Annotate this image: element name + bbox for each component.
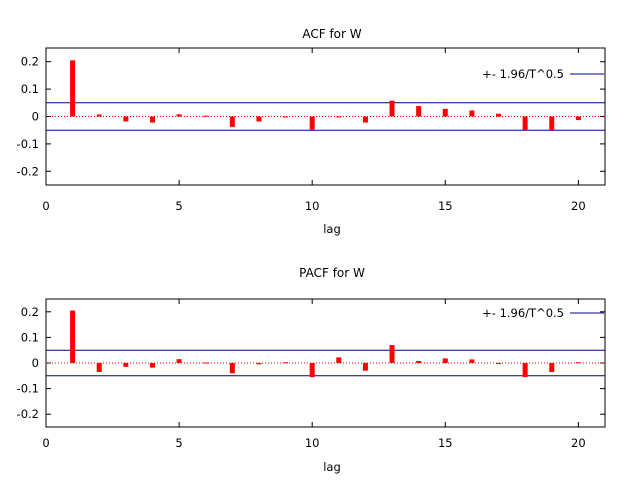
acf-legend-label: +- 1.96/T^0.5	[482, 67, 564, 81]
pacf-bar-lag-15	[442, 358, 448, 363]
pacf-bar-lag-4	[149, 363, 155, 368]
pacf-x-tick-label: 15	[438, 436, 453, 450]
pacf-bar-lag-20	[575, 362, 581, 364]
pacf-bar-lag-18	[522, 363, 528, 378]
acf-title: ACF for W	[302, 27, 361, 41]
pacf-bar-lag-5	[176, 359, 182, 363]
acf-bar-lag-20	[575, 116, 581, 121]
acf-bar-lag-15	[442, 108, 448, 117]
pacf-bar-lag-3	[123, 363, 129, 367]
pacf-y-tick-label: 0.2	[21, 305, 39, 319]
acf-bar-lag-19	[549, 116, 555, 131]
acf-bar-lag-10	[309, 116, 315, 130]
pacf-y-tick-label: 0	[32, 356, 39, 370]
acf-bar-lag-5	[176, 114, 182, 117]
pacf-bar-lag-17	[496, 363, 502, 364]
pacf-x-axis-label: lag	[323, 460, 341, 474]
pacf-bar-lag-10	[309, 363, 315, 378]
pacf-bar-lag-16	[469, 359, 475, 363]
pacf-bar-lag-12	[362, 363, 368, 371]
acf-bar-lag-14	[416, 106, 422, 117]
acf-axes: 0.2 0.1 0 -0.1 -0.2 0 5 10 15 20	[17, 48, 605, 213]
acf-y-tick-label: 0	[32, 110, 39, 124]
pacf-bar-lag-8	[256, 363, 262, 365]
pacf-title: PACF for W	[299, 266, 365, 280]
pacf-bar-lag-11	[336, 357, 342, 363]
pacf-panel: PACF for W 0.2 0.1 0 -0.1 -0.2 0 5 10 15 20 +- 1.…	[17, 266, 606, 474]
pacf-bar-lag-2	[96, 363, 102, 372]
pacf-y-tick-label: 0.1	[21, 330, 39, 344]
acf-x-tick-label: 15	[438, 199, 453, 213]
pacf-legend: +- 1.96/T^0.5	[482, 306, 604, 320]
acf-bar-lag-1	[70, 60, 76, 117]
pacf-y-tick-label: -0.2	[17, 407, 39, 421]
pacf-x-tick-label: 10	[305, 436, 320, 450]
acf-x-tick-label: 0	[42, 199, 49, 213]
acf-panel: ACF for W 0.2 0.1 0 -0.1 -0.2 0 5 10 15 20 +- 1.9…	[17, 27, 606, 236]
pacf-bar-lag-9	[283, 362, 289, 364]
acf-marks	[46, 60, 605, 131]
pacf-bar-lag-6	[203, 362, 209, 364]
acf-y-tick-label: -0.2	[17, 164, 39, 178]
pacf-x-tick-label: 0	[42, 436, 49, 450]
acf-bar-lag-7	[229, 116, 235, 127]
acf-y-tick-label: -0.1	[17, 137, 39, 151]
acf-bar-lag-16	[469, 110, 475, 117]
acf-bar-lag-8	[256, 116, 262, 122]
acf-x-tick-label: 10	[305, 199, 320, 213]
pacf-bar-lag-14	[416, 360, 422, 363]
acf-y-tick-label: 0.2	[21, 55, 39, 69]
pacf-bar-lag-7	[229, 363, 235, 374]
acf-bar-lag-9	[283, 116, 289, 118]
pacf-legend-label: +- 1.96/T^0.5	[482, 306, 564, 320]
pacf-bar-lag-19	[549, 363, 555, 372]
acf-bar-lag-13	[389, 100, 395, 117]
pacf-y-tick-label: -0.1	[17, 382, 39, 396]
acf-bar-lag-11	[336, 116, 342, 118]
pacf-bar-lag-13	[389, 345, 395, 363]
acf-bar-lag-12	[362, 116, 368, 123]
acf-x-axis-label: lag	[323, 222, 341, 236]
pacf-x-tick-label: 20	[571, 436, 586, 450]
acf-x-tick-label: 5	[175, 199, 182, 213]
acf-bar-lag-2	[96, 114, 102, 117]
pacf-x-tick-label: 5	[175, 436, 182, 450]
acf-legend: +- 1.96/T^0.5	[482, 67, 604, 81]
acf-bar-lag-4	[149, 116, 155, 123]
pacf-marks	[46, 310, 605, 378]
acf-bar-lag-17	[496, 113, 502, 117]
pacf-axes: 0.2 0.1 0 -0.1 -0.2 0 5 10 15 20	[17, 299, 605, 450]
acf-y-tick-label: 0.1	[21, 82, 39, 96]
acf-bar-lag-18	[522, 116, 528, 131]
acf-bar-lag-3	[123, 116, 129, 122]
acf-x-tick-label: 20	[571, 199, 586, 213]
acf-bar-lag-6	[203, 115, 209, 117]
pacf-bar-lag-1	[70, 310, 76, 363]
